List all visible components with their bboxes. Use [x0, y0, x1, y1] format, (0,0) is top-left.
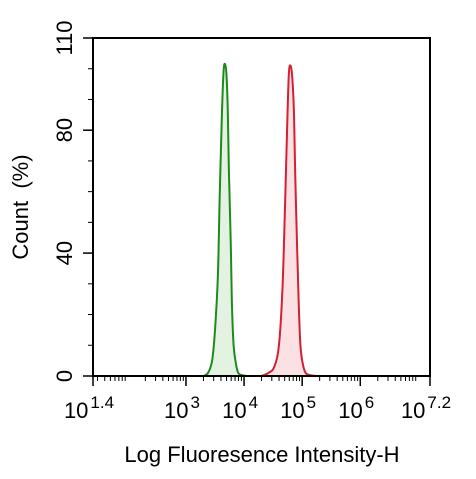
x-tick-label: 10 7.2 — [401, 393, 451, 423]
series-1-line — [202, 62, 248, 377]
y-axis-label: Count (%) — [8, 154, 33, 259]
y-tick-label: 80 — [52, 118, 77, 142]
y-tick-label: 0 — [52, 370, 77, 382]
x-tick-label: 10 1.4 — [64, 393, 114, 423]
series-2 — [261, 64, 317, 377]
series-2-area — [261, 65, 317, 376]
x-tick-label: 10 3 — [164, 393, 200, 423]
y-tick-label: 40 — [52, 241, 77, 265]
x-tick-label: 10 6 — [338, 393, 374, 423]
series-2-line — [261, 64, 317, 377]
plot-frame — [92, 37, 431, 377]
y-tick-label: 110 — [52, 20, 77, 55]
series-1-area — [203, 63, 247, 376]
x-minor-ticks — [96, 376, 417, 381]
x-tick-label: 10 4 — [222, 393, 258, 423]
series-1 — [202, 62, 248, 377]
x-tick-label: 10 5 — [280, 393, 316, 423]
x-axis-label: Log Fluoresence Intensity-H — [124, 442, 399, 467]
